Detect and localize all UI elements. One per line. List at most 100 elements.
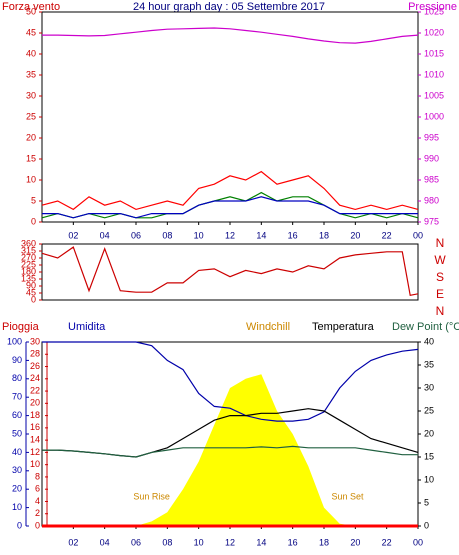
legend-label: Windchill [246,321,290,333]
y-tick-label: 4 [35,496,40,506]
y2-tick-label: 1020 [424,27,444,37]
y2-tick-label: 1005 [424,90,444,100]
y-tick-label: 20 [30,398,40,408]
y2-tick-label: 40 [424,336,434,346]
y2-tick-label: 980 [424,195,439,205]
plot-area [41,243,419,301]
chart-title: 24 hour graph day : 05 Settembre 2017 [133,1,325,13]
y3-tick-label: 10 [12,502,22,512]
y2-tick-label: 5 [424,497,429,507]
annotation: Sun Set [331,491,364,501]
y-tick-label: 0 [31,216,36,226]
y2-tick-label: S [436,270,444,284]
y2-tick-label: 990 [424,153,439,163]
x-tick-label: 20 [350,230,360,240]
y-tick-label: 30 [26,90,36,100]
legend-label: Temperatura [312,321,375,333]
y-tick-label: 12 [30,447,40,457]
y3-tick-label: 50 [12,428,22,438]
y2-tick-label: 20 [424,428,434,438]
y-tick-label: 180 [21,266,36,276]
y-tick-label: 26 [30,361,40,371]
x-tick-label: 12 [225,537,235,547]
y2-tick-label: 0 [424,520,429,530]
y3-tick-label: 0 [17,520,22,530]
y-tick-label: 10 [26,174,36,184]
y3-tick-label: 20 [12,484,22,494]
y2-tick-label: E [436,287,444,301]
plot-area [41,11,419,223]
annotation: Sun Rise [133,491,170,501]
y-tick-label: 90 [26,280,36,290]
y2-tick-label: 995 [424,132,439,142]
y2-tick-label: W [434,253,446,267]
series-line [41,246,419,297]
y2-tick-label: 1000 [424,111,444,121]
y-tick-label: 14 [30,435,40,445]
y2-tick-label: 985 [424,174,439,184]
x-tick-label: 18 [319,537,329,547]
y-tick-label: 30 [30,336,40,346]
x-tick-label: 10 [194,230,204,240]
y-tick-label: 40 [26,48,36,58]
y-tick-label: 20 [26,132,36,142]
y2-tick-label: 975 [424,216,439,226]
y-tick-label: 135 [21,273,36,283]
x-tick-label: 02 [68,230,78,240]
y3-tick-label: 60 [12,410,22,420]
x-tick-label: 14 [256,537,266,547]
y2-tick-label: 30 [424,382,434,392]
y2-tick-label: 10 [424,474,434,484]
y-axis-label: Forza vento [2,1,60,13]
y2-tick-label: 15 [424,451,434,461]
x-tick-label: 08 [162,537,172,547]
x-tick-label: 22 [382,537,392,547]
y2-tick-label: 1025 [424,6,444,16]
y-tick-label: 8 [35,471,40,481]
y-tick-label: 22 [30,385,40,395]
y-tick-label: 0 [31,294,36,304]
y2-tick-label: 1015 [424,48,444,58]
y-axis-label: Pioggia [2,321,40,333]
y-tick-label: 225 [21,259,36,269]
x-tick-label: 12 [225,230,235,240]
y-tick-label: 6 [35,484,40,494]
solar-area [42,374,418,526]
x-tick-label: 02 [68,537,78,547]
y-tick-label: 270 [21,252,36,262]
legend-label: Umidita [68,321,106,333]
y3-tick-label: 100 [7,336,22,346]
x-tick-label: 22 [382,230,392,240]
series-line [42,341,419,422]
x-tick-label: 20 [350,537,360,547]
x-tick-label: 06 [131,230,141,240]
x-tick-label: 06 [131,537,141,547]
series-line [42,196,418,219]
y-tick-label: 28 [30,349,40,359]
series-line [42,445,418,458]
y2-tick-label: 25 [424,405,434,415]
y-tick-label: 50 [26,6,36,16]
y-tick-label: 360 [21,238,36,248]
x-tick-label: 04 [100,230,110,240]
y-tick-label: 315 [21,245,36,255]
y-tick-label: 2 [35,508,40,518]
x-tick-label: 00 [413,230,423,240]
y-tick-label: 45 [26,27,36,37]
y3-tick-label: 90 [12,355,22,365]
y-tick-label: 15 [26,153,36,163]
y-tick-label: 16 [30,422,40,432]
legend-label: Dew Point (°C [392,321,459,333]
y2-tick-label: N [436,236,445,250]
x-tick-label: 08 [162,230,172,240]
y-tick-label: 45 [26,287,36,297]
y3-tick-label: 80 [12,373,22,383]
y-tick-label: 25 [26,111,36,121]
x-tick-label: 16 [288,230,298,240]
x-tick-label: 14 [256,230,266,240]
y3-tick-label: 70 [12,392,22,402]
y-tick-label: 10 [30,459,40,469]
y2-axis-label: Pressione [408,1,457,13]
y2-tick-label: N [436,304,445,318]
